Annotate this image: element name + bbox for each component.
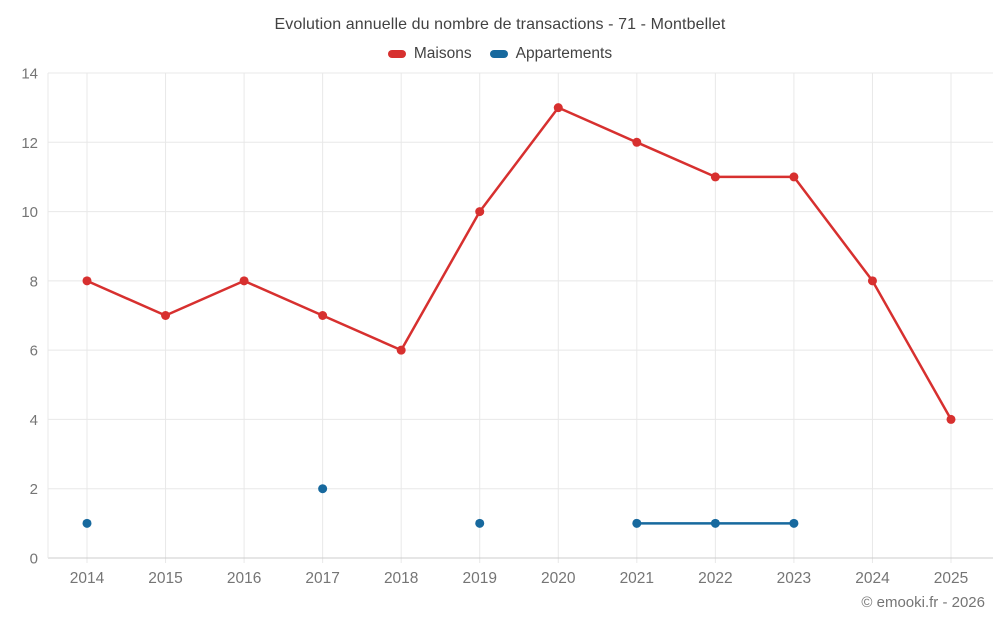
y-tick-label: 10 xyxy=(21,204,38,221)
appartements-legend-marker-icon xyxy=(489,50,508,58)
y-tick-label: 6 xyxy=(30,343,38,360)
x-tick-label: 2025 xyxy=(934,570,968,587)
y-tick-label: 4 xyxy=(30,412,38,429)
x-tick-label: 2018 xyxy=(384,570,418,587)
series-maisons-point xyxy=(710,172,720,182)
maisons-legend-marker-icon xyxy=(387,50,406,58)
series-appartements-point xyxy=(475,518,485,528)
series-maisons-point xyxy=(553,103,563,113)
series-maisons-point xyxy=(632,137,642,147)
series-appartements-point xyxy=(632,518,642,528)
x-tick-label: 2021 xyxy=(620,570,654,587)
series-appartements-point xyxy=(82,518,92,528)
y-tick-label: 8 xyxy=(30,273,38,290)
chart-title: Evolution annuelle du nombre de transact… xyxy=(274,16,726,33)
copyright-footer: © emooki.fr - 2026 xyxy=(861,594,985,611)
series-maisons-point xyxy=(161,311,171,320)
maisons-legend-label: Maisons xyxy=(413,45,472,62)
series-appartements-point xyxy=(789,518,799,528)
series-maisons-point xyxy=(789,172,799,182)
x-tick-label: 2014 xyxy=(70,570,105,587)
chart-legend: Maisons Appartements xyxy=(0,45,1000,63)
y-axis-labels: 0 2 4 6 8 10 12 14 xyxy=(21,66,38,568)
series-maisons-line xyxy=(85,106,953,421)
x-tick-label: 2016 xyxy=(227,570,261,587)
series-appartements xyxy=(82,484,799,528)
series-maisons-point xyxy=(239,276,249,286)
x-tick-label: 2015 xyxy=(148,570,182,587)
series-maisons-point xyxy=(867,276,877,286)
series-maisons xyxy=(82,103,956,424)
appartements-legend-label: Appartements xyxy=(515,45,613,62)
legend-item-maisons[interactable]: Maisons xyxy=(387,45,472,63)
x-tick-label: 2024 xyxy=(855,570,890,587)
y-tick-label: 0 xyxy=(30,551,38,568)
series-maisons-point xyxy=(318,311,328,320)
x-tick-label: 2020 xyxy=(541,570,576,587)
y-tick-label: 14 xyxy=(21,66,38,83)
x-tick-label: 2023 xyxy=(777,570,811,587)
series-maisons-point xyxy=(82,276,92,286)
x-tick-label: 2022 xyxy=(698,570,732,587)
series-maisons-point xyxy=(946,414,956,424)
x-gridlines xyxy=(86,73,952,563)
series-appartements-point xyxy=(710,518,720,528)
x-tick-label: 2019 xyxy=(462,570,496,587)
series-appartements-point xyxy=(318,484,328,494)
legend-item-appartements[interactable]: Appartements xyxy=(489,45,613,63)
y-tick-label: 12 xyxy=(21,135,38,152)
y-gridlines xyxy=(47,72,993,559)
y-tick-label: 2 xyxy=(30,481,38,498)
series-maisons-point xyxy=(475,207,485,217)
x-axis-labels: 2014 2015 2016 2017 2018 2019 2020 2021 2022 2023… xyxy=(70,570,968,587)
series-maisons-point xyxy=(396,345,406,355)
x-tick-label: 2017 xyxy=(305,570,339,587)
